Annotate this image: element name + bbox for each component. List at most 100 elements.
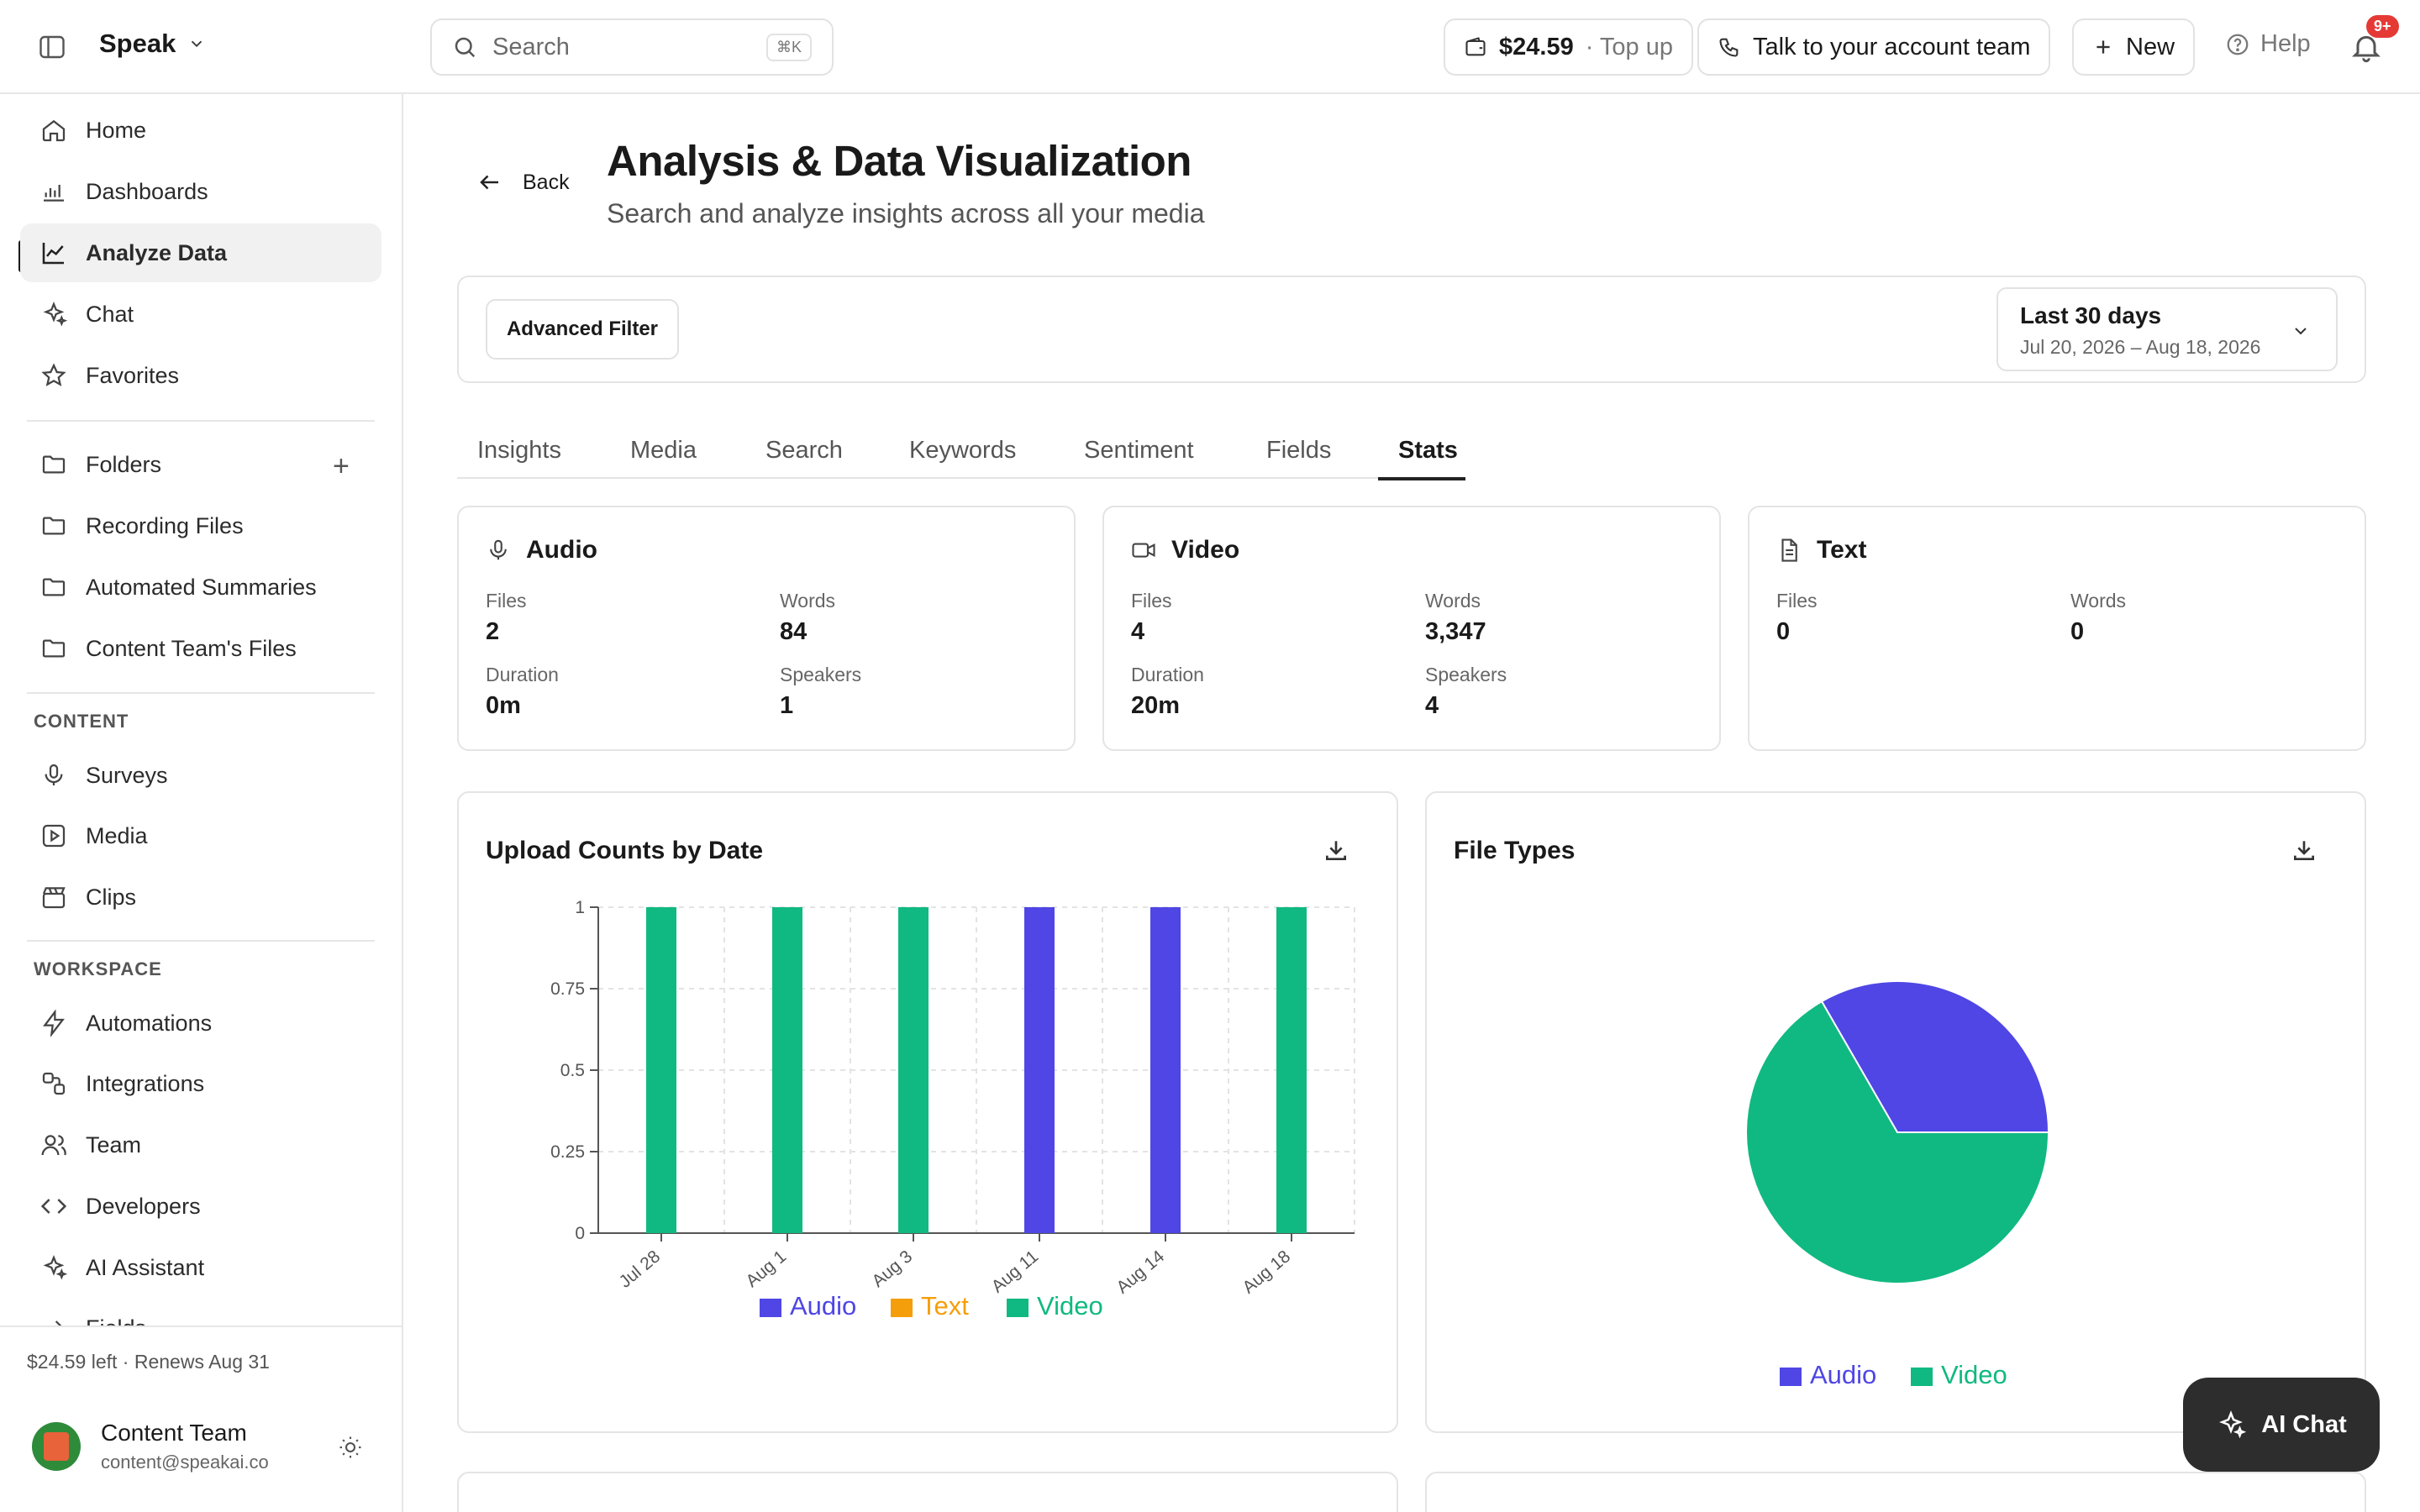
back-label: Back bbox=[523, 170, 570, 194]
home-icon bbox=[42, 119, 66, 142]
sidebar-item-automations[interactable]: Automations bbox=[20, 994, 381, 1053]
sidebar-item-fields[interactable]: Fields bbox=[20, 1299, 381, 1326]
workspace-switcher[interactable]: Speak bbox=[99, 29, 206, 59]
legend-label: Audio bbox=[790, 1291, 856, 1320]
arrow-left-icon bbox=[480, 175, 498, 190]
sidebar-item-label: Developers bbox=[86, 1193, 201, 1219]
sidebar-item-automated-summaries[interactable]: Automated Summaries bbox=[20, 558, 381, 617]
bell-icon[interactable] bbox=[2349, 30, 2383, 64]
sidebar-item-content-team-files[interactable]: Content Team's Files bbox=[20, 619, 381, 678]
tab-media[interactable]: Media bbox=[630, 437, 697, 464]
sidebar-item-surveys[interactable]: Surveys bbox=[20, 746, 381, 805]
bar-video bbox=[1276, 907, 1307, 1233]
tab-sentiment[interactable]: Sentiment bbox=[1084, 437, 1194, 464]
chevron-down-icon bbox=[192, 40, 203, 48]
sidebar-item-clips[interactable]: Clips bbox=[20, 868, 381, 927]
lightning-icon bbox=[43, 1010, 65, 1037]
search-shortcut: ⌘K bbox=[765, 33, 812, 61]
new-label: New bbox=[2126, 33, 2175, 60]
date-range-value: Jul 20, 2026 – Aug 18, 2026 bbox=[2020, 336, 2261, 358]
bar-video bbox=[646, 907, 676, 1233]
clapperboard-icon bbox=[42, 887, 66, 909]
legend-label: Text bbox=[921, 1291, 969, 1320]
audio-words-value: 84 bbox=[780, 618, 808, 645]
text-words-value: 0 bbox=[2070, 618, 2085, 645]
sidebar-item-label: Fields bbox=[86, 1315, 146, 1326]
tab-search[interactable]: Search bbox=[765, 437, 843, 464]
bar-audio bbox=[1150, 907, 1181, 1233]
pie-slice-audio bbox=[1820, 980, 2050, 1133]
help-icon bbox=[2227, 34, 2249, 55]
sidebar bbox=[0, 94, 403, 1512]
sidebar-divider bbox=[27, 692, 375, 694]
sidebar-item-label: Favorites bbox=[86, 362, 180, 388]
sidebar-item-home[interactable]: Home bbox=[20, 101, 381, 160]
y-tick-label: 0.75 bbox=[550, 979, 585, 999]
video-duration-label: Duration bbox=[1131, 664, 1204, 685]
video-speakers-label: Speakers bbox=[1425, 664, 1507, 685]
sidebar-toggle-icon[interactable] bbox=[37, 32, 67, 62]
tab-keywords[interactable]: Keywords bbox=[909, 437, 1017, 464]
next-card bbox=[1425, 1472, 2366, 1512]
tab-fields[interactable]: Fields bbox=[1266, 437, 1332, 464]
pie-slice-video bbox=[1745, 1000, 2050, 1284]
text-words-label: Words bbox=[2070, 590, 2127, 612]
sidebar-item-media[interactable]: Media bbox=[20, 806, 381, 865]
top-bar: Speak Search ⌘K $24.59 · Top up Talk to … bbox=[0, 0, 2420, 94]
arrow-right-icon bbox=[55, 1320, 62, 1326]
legend-swatch bbox=[891, 1299, 913, 1317]
tab-stats[interactable]: Stats bbox=[1398, 437, 1458, 464]
download-icon[interactable] bbox=[2291, 837, 2317, 864]
video-card-title: Video bbox=[1171, 536, 1240, 564]
sidebar-item-analyze-data[interactable]: Analyze Data bbox=[20, 223, 381, 282]
sidebar-item-chat[interactable]: Chat bbox=[20, 285, 381, 344]
sidebar-divider bbox=[27, 420, 375, 422]
audio-duration-label: Duration bbox=[486, 664, 559, 685]
folder-icon bbox=[42, 455, 66, 474]
date-range-select[interactable]: Last 30 days Jul 20, 2026 – Aug 18, 2026 bbox=[1996, 287, 2338, 371]
sidebar-item-recording-files[interactable]: Recording Files bbox=[20, 496, 381, 555]
app-name: Speak bbox=[99, 29, 176, 58]
talk-label: Talk to your account team bbox=[1753, 33, 2031, 60]
sidebar-item-label: AI Assistant bbox=[86, 1254, 205, 1280]
folder-icon bbox=[42, 639, 66, 658]
tab-insights[interactable]: Insights bbox=[477, 437, 561, 464]
sidebar-item-dashboards[interactable]: Dashboards bbox=[20, 162, 381, 221]
talk-to-account-team-button[interactable]: Talk to your account team bbox=[1697, 18, 2051, 76]
help-label: Help bbox=[2260, 30, 2311, 57]
balance-amount: $24.59 bbox=[1499, 33, 1574, 60]
file-types-pie-chart: Audio Video bbox=[1745, 980, 2050, 1389]
code-icon bbox=[40, 1199, 67, 1214]
ai-chat-button[interactable]: AI Chat bbox=[2183, 1378, 2380, 1472]
help-button[interactable]: Help bbox=[2225, 30, 2311, 58]
sidebar-item-integrations[interactable]: Integrations bbox=[20, 1054, 381, 1113]
back-button[interactable]: Back bbox=[477, 170, 570, 195]
text-card-title: Text bbox=[1817, 536, 1867, 564]
legend-swatch bbox=[760, 1299, 781, 1317]
sidebar-item-team[interactable]: Team bbox=[20, 1116, 381, 1174]
sidebar-item-ai-assistant[interactable]: AI Assistant bbox=[20, 1238, 381, 1297]
x-tick-label: Aug 11 bbox=[988, 1247, 1043, 1296]
sidebar-item-favorites[interactable]: Favorites bbox=[20, 346, 381, 405]
new-button[interactable]: New bbox=[2072, 18, 2196, 76]
upload-counts-title: Upload Counts by Date bbox=[486, 837, 764, 864]
sidebar-item-folders[interactable]: Folders bbox=[20, 435, 381, 494]
user-profile[interactable]: Content Team content@speakai.co bbox=[32, 1420, 269, 1473]
notification-badge: 9+ bbox=[2366, 15, 2399, 38]
sidebar-divider bbox=[27, 940, 375, 942]
audio-speakers-label: Speakers bbox=[780, 664, 862, 685]
sidebar-item-developers[interactable]: Developers bbox=[20, 1177, 381, 1236]
theme-toggle-sun-icon[interactable] bbox=[338, 1435, 363, 1460]
search-input[interactable]: Search ⌘K bbox=[430, 18, 834, 76]
upload-counts-bar-chart: 0 0.25 0.5 0.75 1 Jul 28 Aug 1 Aug 3 Aug 11 Aug 1… bbox=[550, 898, 1355, 1320]
document-icon bbox=[1781, 538, 1797, 562]
add-folder-button[interactable]: + bbox=[333, 450, 350, 482]
audio-duration-value: 0m bbox=[486, 692, 521, 719]
advanced-filter-button[interactable]: Advanced Filter bbox=[486, 299, 679, 360]
sidebar-item-label: Clips bbox=[86, 884, 137, 910]
download-icon[interactable] bbox=[1323, 837, 1349, 864]
balance-button[interactable]: $24.59 · Top up bbox=[1444, 18, 1693, 76]
star-icon bbox=[41, 363, 66, 386]
x-tick-label: Aug 18 bbox=[1239, 1247, 1294, 1297]
sidebar-item-label: Recording Files bbox=[86, 512, 244, 538]
